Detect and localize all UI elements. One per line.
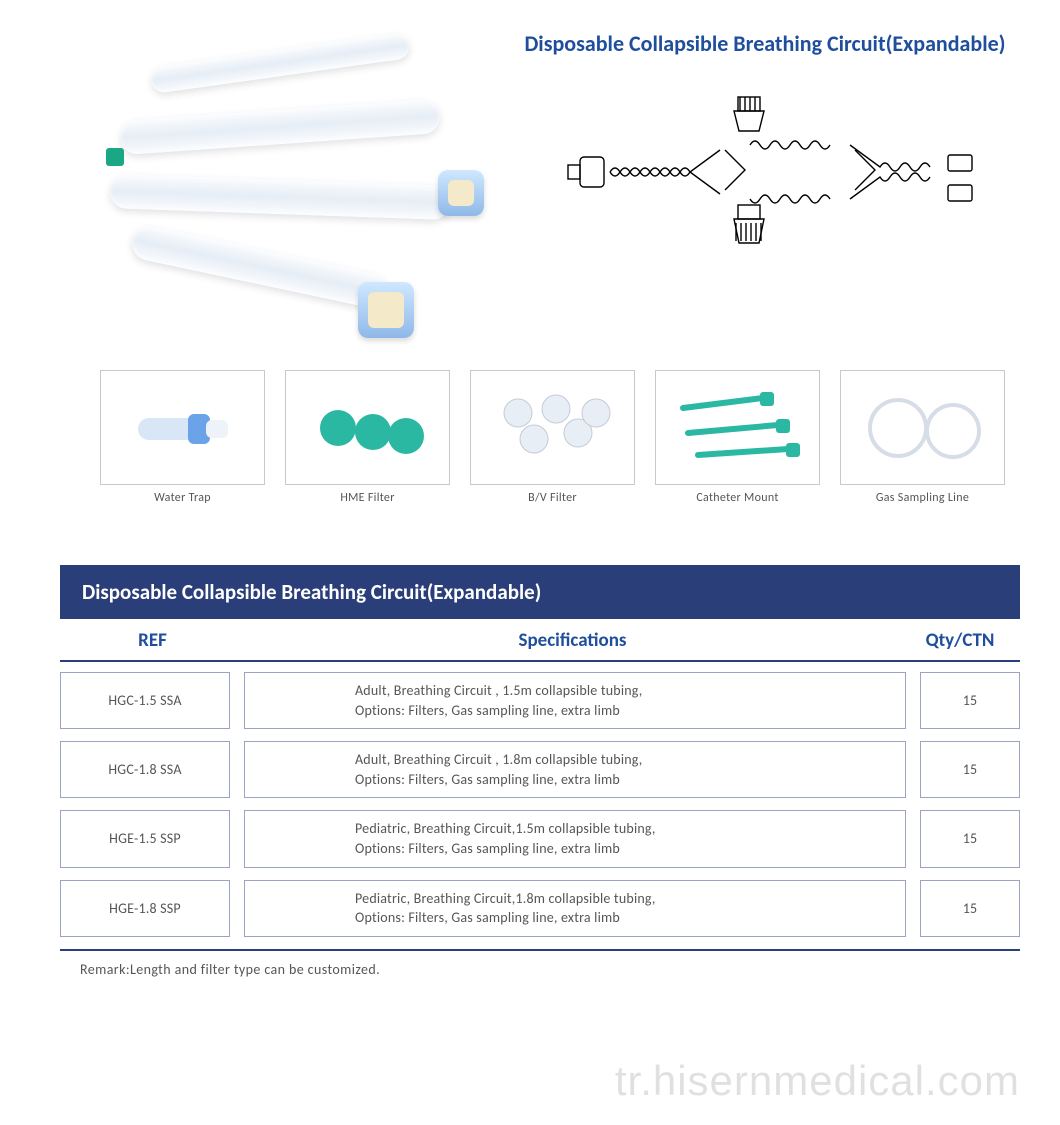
thumb-hme-filter: HME Filter <box>285 370 450 505</box>
thumb-catheter-mount: Catheter Mount <box>655 370 820 505</box>
thumb-gas-sampling: Gas Sampling Line <box>840 370 1005 505</box>
circuit-diagram <box>510 87 1020 257</box>
spec-table: Disposable Collapsible Breathing Circuit… <box>60 565 1020 978</box>
col-header-qty: Qty/CTN <box>900 629 1020 652</box>
cell-qty: 15 <box>920 741 1020 798</box>
table-remark: Remark:Length and filter type can be cus… <box>80 961 1020 978</box>
cell-ref: HGE-1.5 SSP <box>60 810 230 867</box>
thumb-image <box>655 370 820 485</box>
cell-qty: 15 <box>920 672 1020 729</box>
watermark: tr.hisernmedical.com <box>615 1057 1020 1105</box>
col-header-spec: Specifications <box>245 629 900 652</box>
col-header-ref: REF <box>60 629 245 652</box>
thumb-water-trap: Water Trap <box>100 370 265 505</box>
thumb-caption: B/V Filter <box>528 491 577 505</box>
thumb-image <box>840 370 1005 485</box>
thumb-image <box>285 370 450 485</box>
cell-ref: HGC-1.8 SSA <box>60 741 230 798</box>
cell-ref: HGC-1.5 SSA <box>60 672 230 729</box>
thumb-caption: Gas Sampling Line <box>876 491 969 505</box>
table-title-bar: Disposable Collapsible Breathing Circuit… <box>60 565 1020 619</box>
cell-spec: Pediatric, Breathing Circuit,1.5m collap… <box>244 810 906 867</box>
accessory-thumbnails: Water Trap HME Filter B/V Filter <box>100 370 1020 505</box>
product-photo <box>60 20 490 340</box>
table-row: HGE-1.5 SSPPediatric, Breathing Circuit,… <box>60 810 1020 867</box>
thumb-caption: HME Filter <box>340 491 394 505</box>
thumb-image <box>470 370 635 485</box>
cell-ref: HGE-1.8 SSP <box>60 880 230 937</box>
thumb-image <box>100 370 265 485</box>
page-title: Disposable Collapsible Breathing Circuit… <box>510 30 1020 57</box>
cell-qty: 15 <box>920 810 1020 867</box>
thumb-caption: Catheter Mount <box>696 491 778 505</box>
table-row: HGC-1.5 SSAAdult, Breathing Circuit , 1.… <box>60 672 1020 729</box>
cell-qty: 15 <box>920 880 1020 937</box>
table-row: HGC-1.8 SSAAdult, Breathing Circuit , 1.… <box>60 741 1020 798</box>
cell-spec: Adult, Breathing Circuit , 1.5m collapsi… <box>244 672 906 729</box>
thumb-bv-filter: B/V Filter <box>470 370 635 505</box>
table-row: HGE-1.8 SSPPediatric, Breathing Circuit,… <box>60 880 1020 937</box>
thumb-caption: Water Trap <box>154 491 211 505</box>
column-headers: REF Specifications Qty/CTN <box>60 619 1020 660</box>
cell-spec: Adult, Breathing Circuit , 1.8m collapsi… <box>244 741 906 798</box>
cell-spec: Pediatric, Breathing Circuit,1.8m collap… <box>244 880 906 937</box>
